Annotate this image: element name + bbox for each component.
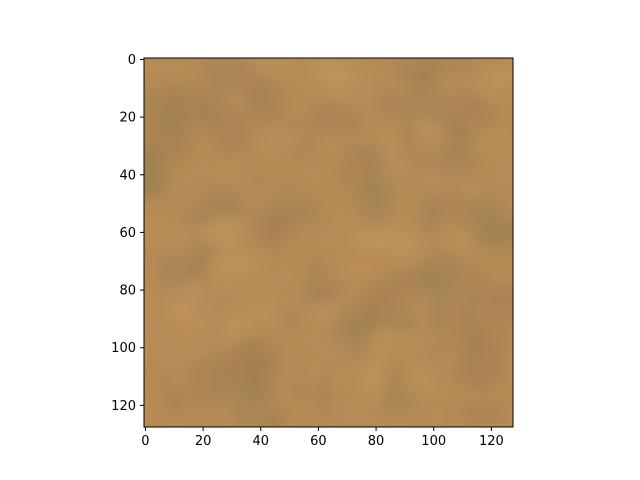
texture-blob <box>211 351 238 401</box>
texture-blob <box>297 127 340 144</box>
x-tick-label: 40 <box>252 434 269 449</box>
texture-blob <box>263 130 306 149</box>
texture-blob <box>313 375 332 417</box>
texture-blob <box>380 386 424 414</box>
texture-blob <box>289 359 308 404</box>
texture-blob <box>372 330 421 348</box>
texture-blob <box>282 308 300 333</box>
texture-blob <box>144 87 161 129</box>
texture-blobs <box>144 58 513 427</box>
y-tick-label: 40 <box>119 168 136 183</box>
texture-blob <box>486 286 513 308</box>
y-tick-label: 0 <box>128 53 136 68</box>
y-tick-label: 80 <box>119 284 136 299</box>
texture-blob <box>456 403 508 424</box>
texture-blob <box>464 58 506 102</box>
texture-blob <box>427 288 455 334</box>
texture-blob <box>445 232 473 249</box>
texture-blob <box>366 345 389 391</box>
texture-blob <box>160 339 210 366</box>
texture-blob <box>366 277 394 299</box>
texture-blob <box>211 213 237 258</box>
axes-frame <box>143 57 514 428</box>
texture-blob <box>415 152 458 182</box>
texture-blob <box>385 128 405 171</box>
texture-blob <box>245 78 286 125</box>
texture-blob <box>307 257 325 295</box>
texture-blob <box>455 286 485 314</box>
texture-blob <box>156 82 184 134</box>
x-tick-label: 20 <box>195 434 212 449</box>
texture-blob <box>317 59 354 81</box>
texture-blob <box>359 178 391 228</box>
texture-blob <box>201 58 253 89</box>
x-tick-label: 80 <box>368 434 385 449</box>
texture-blob <box>193 101 217 131</box>
x-tick-label: 0 <box>141 434 149 449</box>
x-axis: 0 20 40 60 80 100 120 <box>141 427 504 449</box>
y-tick-label: 100 <box>111 341 136 356</box>
y-axis: 0 20 40 60 80 100 120 <box>111 53 144 414</box>
texture-blob <box>403 93 422 123</box>
texture-blob <box>144 145 165 198</box>
texture-blob <box>253 204 300 225</box>
texture-blob <box>199 186 241 221</box>
texture-blob <box>166 390 186 416</box>
texture-blob <box>457 347 505 390</box>
texture-blob <box>349 224 378 251</box>
texture-blob <box>407 63 434 100</box>
texture-blob <box>237 376 271 400</box>
texture-blob <box>430 191 481 223</box>
texture-blob <box>417 91 454 123</box>
texture-blob <box>484 221 513 254</box>
x-tick-label: 60 <box>310 434 327 449</box>
texture-blob <box>293 197 320 223</box>
texture-blob <box>205 254 235 295</box>
texture-blob <box>333 304 374 345</box>
texture-blob <box>422 338 456 381</box>
y-tick-label: 20 <box>119 111 136 126</box>
y-tick-label: 120 <box>111 399 136 414</box>
texture-blob <box>159 248 191 291</box>
texture-blob <box>252 58 291 76</box>
x-tick-label: 120 <box>479 434 504 449</box>
texture-blob <box>453 309 490 354</box>
texture-blob <box>210 105 251 156</box>
texture-blob <box>342 258 382 278</box>
texture-blob <box>157 368 174 397</box>
texture-blob <box>181 209 214 228</box>
texture-blob <box>390 265 441 290</box>
y-tick-label: 60 <box>119 226 136 241</box>
texture-blob <box>169 282 219 332</box>
x-tick-label: 100 <box>421 434 446 449</box>
texture-blob <box>448 124 472 142</box>
texture-image <box>144 58 513 427</box>
texture-blob <box>247 296 277 326</box>
texture-blob <box>349 145 382 163</box>
